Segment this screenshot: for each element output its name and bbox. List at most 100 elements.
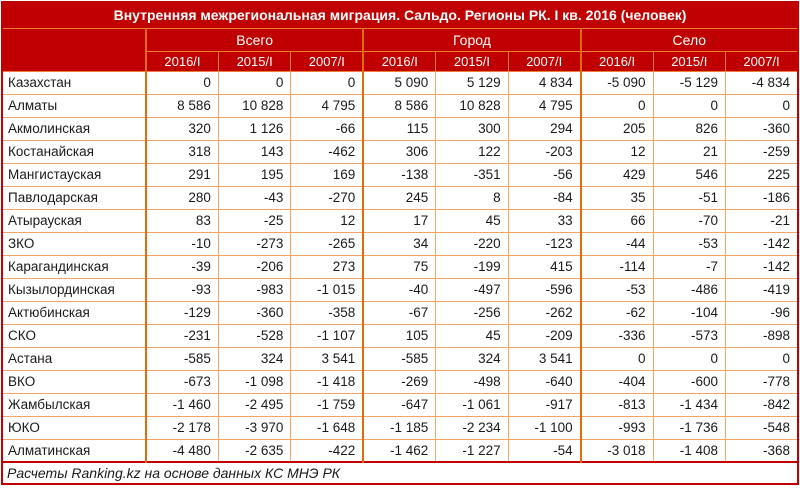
value-cell: -259 (725, 139, 799, 164)
value-cell: 0 (652, 346, 727, 371)
value-cell: -43 (217, 185, 292, 210)
value-cell: 415 (507, 254, 582, 279)
table-row: Костанайская 318 143 -462 306 122 -203 12 21 -259 (1, 139, 799, 164)
value-cell: -498 (435, 369, 509, 394)
corner-cell (2, 27, 147, 72)
value-cell: -66 (290, 116, 364, 141)
value-cell: -1 462 (362, 438, 437, 463)
value-cell: -528 (217, 323, 292, 348)
value-cell: 0 (290, 70, 364, 95)
table-row: Карагандинская -39 -206 273 75 -199 415 -114 -7-… (1, 254, 799, 279)
value-cell: -1 736 (652, 415, 727, 440)
value-cell: -231 (144, 323, 219, 348)
value-cell: -40 (362, 277, 437, 302)
value-cell: 33 (507, 208, 582, 233)
value-cell: -640 (507, 369, 582, 394)
region-cell: Карагандинская (1, 254, 147, 279)
value-cell: 195 (217, 162, 292, 187)
value-cell: 12 (290, 208, 364, 233)
value-cell: -67 (362, 300, 437, 325)
value-cell: -270 (290, 185, 364, 210)
region-cell: Павлодарская (1, 185, 147, 210)
table-row: СКО -231 -528 -1 107 105 45 -209 -336 -573 -898 (1, 323, 799, 348)
value-cell: -142 (725, 231, 799, 256)
value-cell: 324 (217, 346, 292, 371)
value-cell: -1 107 (290, 323, 364, 348)
title-row: Внутренняя межрегиональная миграция. Сал… (2, 2, 798, 29)
value-cell: -138 (362, 162, 437, 187)
period-header: 2016/I (144, 50, 219, 72)
value-cell: -123 (507, 231, 582, 256)
value-cell: 300 (435, 116, 509, 141)
value-cell: -917 (507, 392, 582, 417)
value-cell: 8 (435, 185, 509, 210)
report-sheet: Внутренняя межрегиональная миграция. Сал… (1, 1, 799, 485)
period-header: 2016/I (579, 50, 654, 72)
value-cell: -993 (579, 415, 654, 440)
value-cell: -585 (362, 346, 437, 371)
value-cell: 0 (652, 93, 727, 118)
value-cell: 4 795 (290, 93, 364, 118)
value-cell: -983 (217, 277, 292, 302)
value-cell: -1 460 (144, 392, 219, 417)
value-cell: -1 098 (217, 369, 292, 394)
period-header: 2015/I (435, 50, 509, 72)
table-row: ВКО -673 -1 098 -1 418 -269 -498 -640 -404 -600-… (1, 369, 799, 394)
value-cell: 4 834 (507, 70, 582, 95)
value-cell: -4 834 (725, 70, 799, 95)
table-header: Внутренняя межрегиональная миграция. Сал… (2, 2, 799, 72)
value-cell: -1 648 (290, 415, 364, 440)
value-cell: -53 (579, 277, 654, 302)
value-cell: 324 (435, 346, 509, 371)
table-row: Акмолинская 320 1 126 -66 115 300 294 205 826 -36… (1, 116, 799, 141)
region-cell: СКО (1, 323, 147, 348)
group-header-total: Всего (144, 27, 364, 52)
table-row: Павлодарская 280 -43 -270 245 8 -84 35 -51 -186 (1, 185, 799, 210)
value-cell: 0 (725, 93, 799, 118)
table-body: Казахстан 0 0 0 5 090 5 129 4 834 -5 090 -5 129-… (1, 70, 799, 463)
table-row: Алматинская -4 480 -2 635 -422 -1 462 -1 227-… (1, 438, 799, 463)
value-cell: 306 (362, 139, 437, 164)
value-cell: 0 (217, 70, 292, 95)
value-cell: -3 970 (217, 415, 292, 440)
value-cell: -54 (507, 438, 582, 463)
value-cell: -422 (290, 438, 364, 463)
value-cell: -1 100 (507, 415, 582, 440)
value-cell: -7 (652, 254, 727, 279)
value-cell: -358 (290, 300, 364, 325)
value-cell: -203 (507, 139, 582, 164)
region-cell: ВКО (1, 369, 147, 394)
value-cell: -1 015 (290, 277, 364, 302)
region-cell: Акмолинская (1, 116, 147, 141)
value-cell: 826 (652, 116, 727, 141)
value-cell: -548 (725, 415, 799, 440)
period-header: 2007/I (507, 50, 582, 72)
value-cell: -114 (579, 254, 654, 279)
value-cell: -62 (579, 300, 654, 325)
period-header: 2007/I (725, 50, 799, 72)
value-cell: 34 (362, 231, 437, 256)
value-cell: -53 (652, 231, 727, 256)
value-cell: -486 (652, 277, 727, 302)
value-cell: 0 (579, 93, 654, 118)
value-cell: -462 (290, 139, 364, 164)
value-cell: 66 (579, 208, 654, 233)
value-cell: 12 (579, 139, 654, 164)
value-cell: 45 (435, 323, 509, 348)
table-row: Атырауская 83 -25 12 17 45 33 66 -70 -21 (1, 208, 799, 233)
value-cell: -336 (579, 323, 654, 348)
value-cell: 318 (144, 139, 219, 164)
value-cell: 105 (362, 323, 437, 348)
value-cell: -1 227 (435, 438, 509, 463)
value-cell: 5 090 (362, 70, 437, 95)
value-cell: -360 (217, 300, 292, 325)
table-title: Внутренняя межрегиональная миграция. Сал… (2, 2, 798, 29)
value-cell: -220 (435, 231, 509, 256)
group-header-row: Всего Город Село (2, 27, 799, 72)
region-cell: ЮКО (1, 415, 147, 440)
value-cell: 45 (435, 208, 509, 233)
region-cell: Мангистауская (1, 162, 147, 187)
value-cell: -206 (217, 254, 292, 279)
value-cell: 115 (362, 116, 437, 141)
region-cell: Казахстан (1, 70, 147, 95)
